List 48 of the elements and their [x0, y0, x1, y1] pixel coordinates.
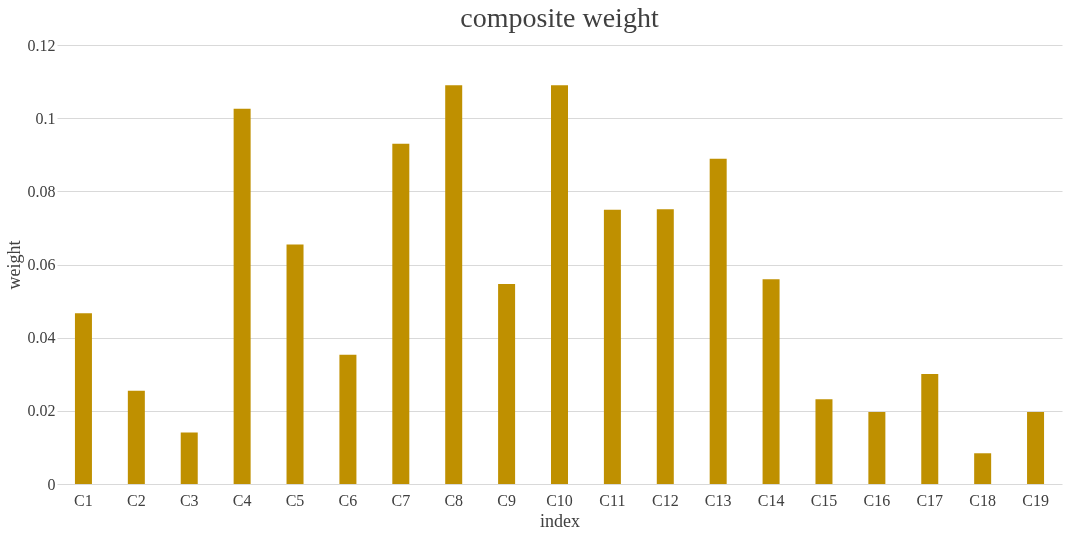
bar [868, 411, 886, 484]
chart-title: composite weight [460, 2, 659, 33]
y-tick-label: 0.06 [27, 256, 56, 273]
y-tick-label: 0 [47, 475, 56, 493]
x-tick-label: C16 [863, 491, 891, 509]
x-tick-label: C19 [1022, 491, 1049, 509]
bar [762, 279, 780, 484]
bar [445, 85, 463, 484]
y-axis-title: weight [3, 240, 24, 290]
bar [603, 209, 621, 484]
bar [339, 354, 357, 484]
bar [127, 390, 145, 484]
bar [551, 85, 568, 484]
bar [392, 143, 410, 484]
x-tick-label: C3 [179, 491, 199, 509]
bar [709, 158, 727, 484]
x-tick-label: C9 [497, 491, 516, 509]
x-tick-label: C7 [391, 491, 411, 509]
bar [815, 399, 833, 484]
x-tick-label: C15 [810, 491, 838, 509]
bar [974, 453, 992, 484]
bar [286, 244, 304, 484]
bar [656, 209, 674, 484]
bar [498, 283, 516, 484]
x-tick-label: C17 [916, 491, 944, 509]
x-tick-label: C12 [651, 491, 679, 509]
x-tick-label: C11 [599, 491, 626, 509]
y-tick-label: 0.02 [27, 402, 56, 420]
y-tick-label: 0.12 [27, 36, 56, 54]
y-tick-label: 0.1 [35, 109, 56, 127]
x-axis-title: index [540, 510, 580, 531]
y-tick-label: 0.08 [27, 182, 56, 200]
bar [921, 373, 939, 484]
x-tick-label: C4 [232, 491, 252, 509]
x-tick-label: C8 [444, 491, 464, 509]
x-tick-label: C13 [704, 491, 732, 509]
x-tick-label: C10 [546, 491, 573, 509]
x-tick-label: C18 [969, 491, 996, 509]
x-tick-label: C5 [285, 491, 305, 509]
bar [74, 313, 92, 484]
x-tick-label: C2 [127, 491, 146, 509]
x-tick-label: C1 [74, 491, 93, 509]
bar [1027, 411, 1045, 484]
y-tick-label: 0.04 [27, 329, 56, 347]
bar [233, 108, 251, 484]
x-tick-label: C6 [338, 491, 358, 509]
x-tick-label: C14 [757, 491, 785, 509]
bar [180, 432, 198, 484]
